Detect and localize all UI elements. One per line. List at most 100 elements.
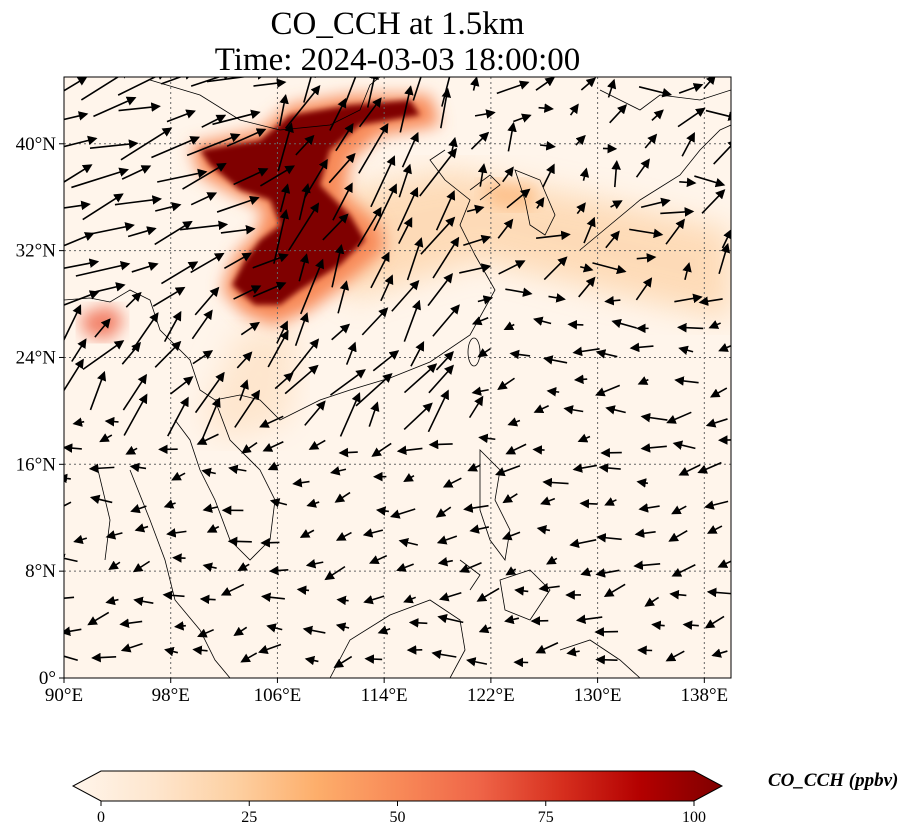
wind-arrow [595, 384, 621, 397]
wind-arrow [705, 109, 731, 121]
wind-arrow [435, 351, 454, 371]
wind-arrow [373, 183, 397, 232]
wind-arrow [328, 152, 356, 184]
wind-arrow [640, 443, 667, 453]
wind-arrow [122, 373, 147, 411]
wind-arrow [439, 591, 462, 602]
wind-arrow [371, 442, 392, 457]
wind-arrow [572, 463, 598, 473]
wind-arrow [196, 433, 219, 445]
wind-arrow [502, 493, 518, 504]
wind-arrow [598, 463, 621, 473]
wind-arrow [87, 611, 110, 626]
chart-title-line1: CO_CCH at 1.5km [270, 6, 525, 42]
wind-arrow [322, 213, 349, 241]
wind-arrow [672, 440, 696, 450]
wind-arrow [401, 131, 419, 168]
wind-arrow [681, 132, 695, 157]
wind-arrow [496, 80, 530, 95]
wind-arrow [640, 412, 668, 423]
wind-arrow [468, 395, 484, 419]
wind-arrow [633, 560, 661, 571]
wind-arrow [540, 496, 556, 506]
wind-arrow [64, 501, 72, 512]
colorbar-tick-label: 75 [538, 809, 554, 826]
wind-arrow [169, 376, 194, 395]
wind-arrow [432, 236, 460, 279]
wind-arrow [240, 321, 260, 336]
wind-arrow [440, 87, 452, 129]
wind-arrow [476, 587, 500, 602]
wind-arrow [154, 220, 193, 246]
wind-arrow [287, 202, 320, 252]
wind-arrow [368, 401, 380, 427]
wind-arrow [377, 625, 391, 635]
wind-arrow [432, 304, 460, 337]
wind-arrow [605, 230, 620, 249]
wind-arrow [535, 642, 559, 654]
wind-arrow [118, 102, 161, 112]
wind-arrow [266, 623, 283, 633]
wind-arrow [463, 234, 492, 246]
lon-tick-label: 98°E [152, 685, 190, 706]
wind-arrow [361, 307, 389, 336]
longitude-ticks: 90°E 98°E 106°E 114°E 122°E 130°E 138°E [45, 678, 728, 706]
wind-arrow [459, 562, 482, 573]
wind-arrow [463, 503, 489, 513]
wind-arrow [233, 168, 269, 186]
wind-arrow [399, 85, 414, 133]
wind-arrow [538, 583, 560, 593]
wind-arrow [603, 583, 626, 598]
wind-arrow [279, 183, 291, 213]
wind-arrow [636, 478, 649, 488]
wind-arrow [91, 652, 117, 663]
wind-arrow [64, 358, 84, 392]
wind-arrow [644, 596, 660, 607]
wind-arrow [638, 503, 660, 513]
map-background [64, 77, 731, 678]
wind-arrow [259, 415, 284, 428]
wind-arrow [64, 135, 98, 148]
wind-arrow [610, 200, 623, 210]
wind-arrow [171, 471, 186, 481]
wind-arrow [497, 218, 514, 239]
wind-arrow [573, 374, 588, 385]
wind-arrow [166, 528, 187, 538]
wind-arrow [299, 258, 324, 315]
wind-arrow [161, 261, 199, 285]
wind-arrow [575, 614, 603, 625]
wind-arrow [595, 349, 618, 359]
wind-arrow [470, 77, 480, 91]
wind-arrow [396, 562, 414, 572]
wind-arrow [509, 349, 531, 360]
wind-arrow [436, 535, 458, 545]
wind-arrow [609, 104, 628, 124]
wind-arrow [82, 193, 124, 221]
wind-arrow [569, 103, 579, 116]
wind-arrow [704, 500, 729, 510]
wind-arrow [604, 497, 617, 506]
wind-arrow [64, 290, 100, 306]
wind-arrow [155, 202, 182, 212]
wind-arrow [674, 376, 699, 386]
wind-arrow [284, 85, 321, 129]
wind-arrow [278, 93, 289, 126]
wind-arrow [252, 253, 289, 269]
wind-arrow [370, 251, 390, 289]
wind-arrow [71, 338, 87, 362]
wind-arrow [477, 347, 491, 358]
map-frame [63, 76, 732, 679]
wind-arrow [403, 299, 421, 342]
wind-arrow [437, 557, 453, 567]
wind-arrow [206, 77, 267, 83]
wind-arrow [127, 226, 157, 238]
colorbar-tick-label: 0 [97, 809, 105, 826]
wind-arrow [160, 77, 194, 85]
wind-arrow [64, 304, 82, 342]
wind-arrow [536, 230, 571, 241]
wind-arrow [190, 252, 225, 274]
colorbar-tick-label: 50 [390, 809, 406, 826]
wind-arrow [640, 197, 671, 209]
wind-arrow [260, 165, 295, 187]
wind-arrow [717, 559, 731, 568]
